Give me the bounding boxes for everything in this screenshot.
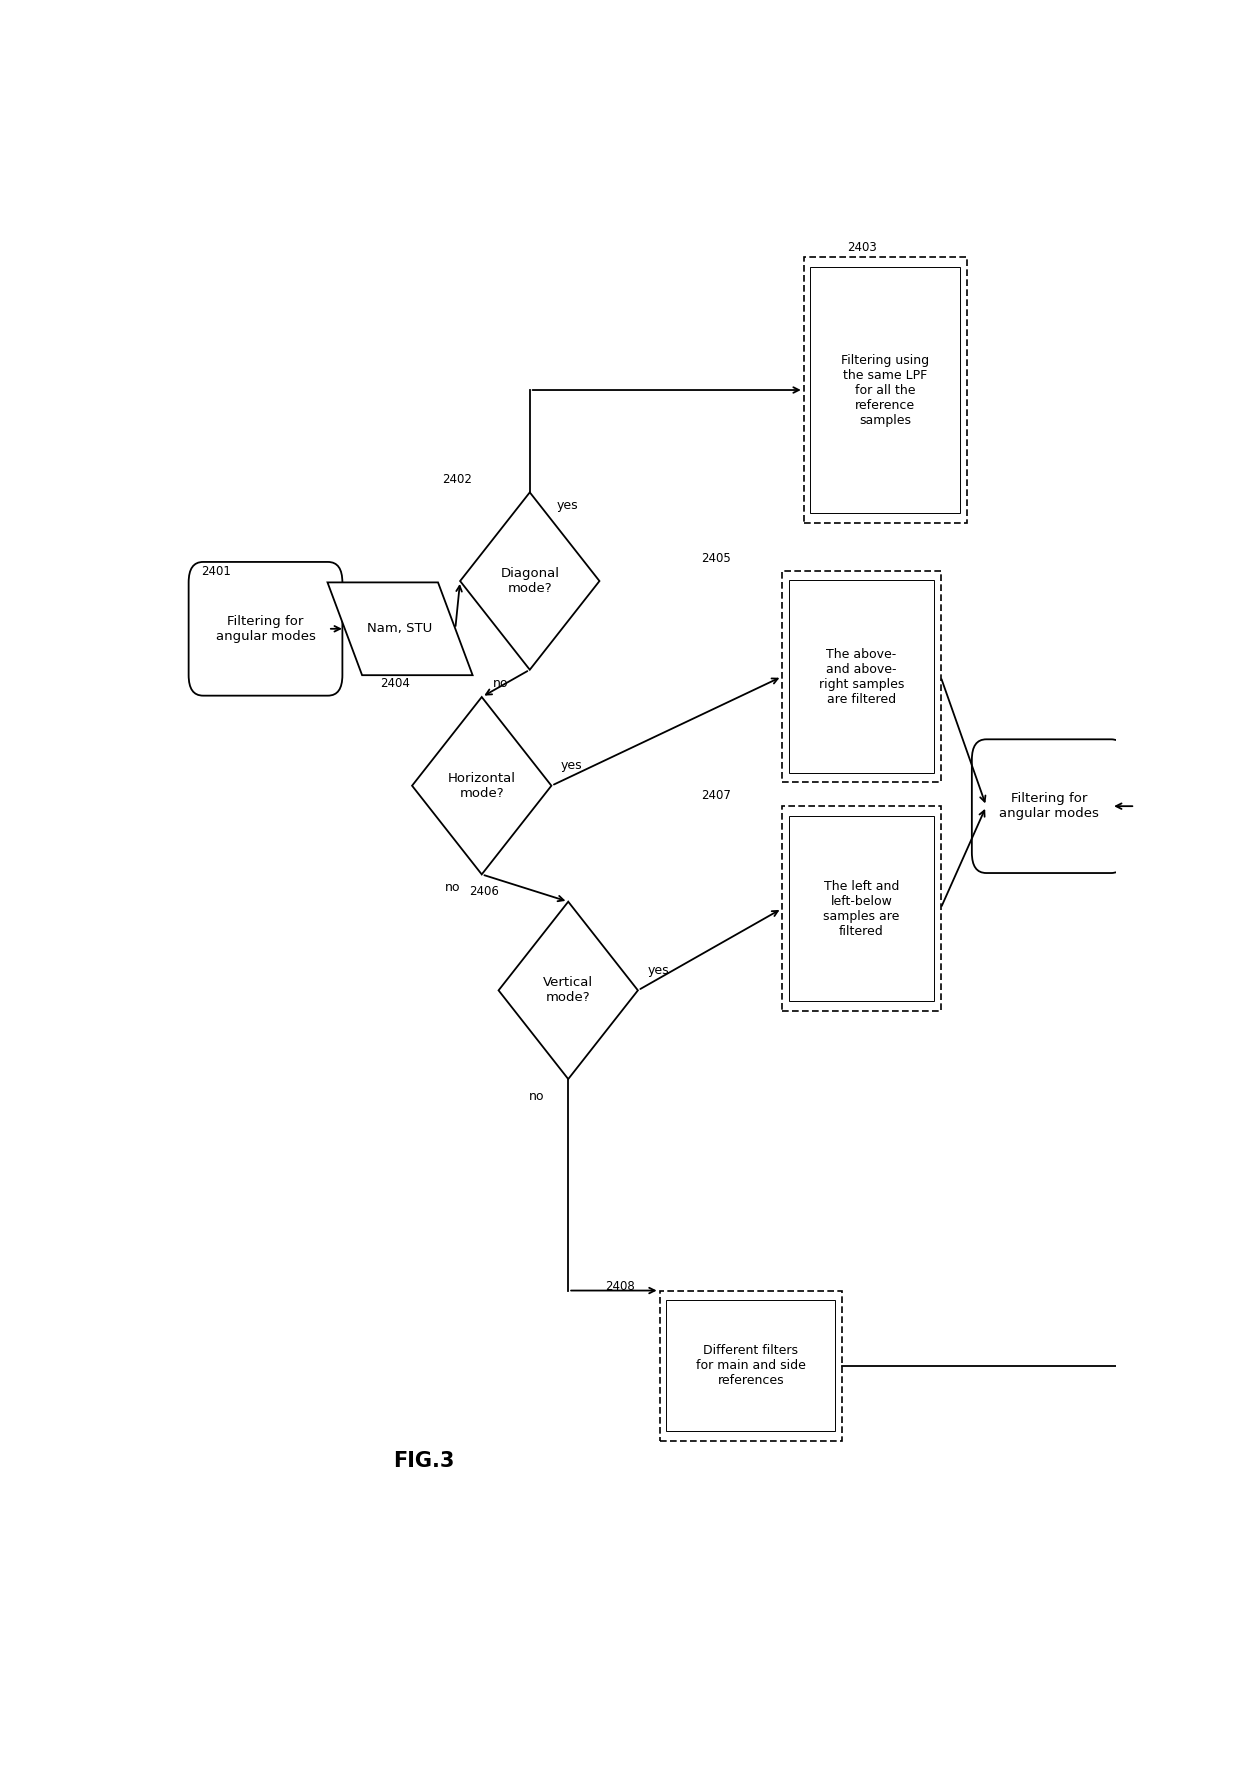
Text: 2407: 2407 [701,789,730,803]
Text: 2404: 2404 [379,677,409,691]
Text: FIG.3: FIG.3 [393,1451,455,1471]
Bar [789,815,934,1001]
Text: Different filters
for main and side
references: Different filters for main and side refe… [696,1345,806,1387]
Bar [660,1290,842,1441]
FancyBboxPatch shape [188,562,342,696]
Text: yes: yes [647,964,670,976]
Text: The above-
and above-
right samples
are filtered: The above- and above- right samples are … [818,647,904,705]
Bar [789,581,934,773]
Bar [666,1301,836,1432]
Bar [782,806,941,1010]
Text: 2405: 2405 [701,551,730,565]
Text: yes: yes [560,758,583,773]
Polygon shape [498,902,637,1079]
Text: 2406: 2406 [469,884,498,898]
Text: no: no [494,677,508,689]
Text: The left and
left-below
samples are
filtered: The left and left-below samples are filt… [823,879,899,937]
Text: Horizontal
mode?: Horizontal mode? [448,771,516,799]
Text: no: no [445,881,461,895]
Bar [782,571,941,781]
Text: Nam, STU: Nam, STU [367,622,433,636]
Text: 2402: 2402 [443,473,472,486]
Polygon shape [327,583,472,675]
Text: 2408: 2408 [605,1279,635,1292]
Text: Filtering using
the same LPF
for all the
reference
samples: Filtering using the same LPF for all the… [841,354,930,427]
Bar [811,266,960,514]
Text: 2401: 2401 [201,565,231,578]
Text: Vertical
mode?: Vertical mode? [543,976,593,1005]
Text: Filtering for
angular modes: Filtering for angular modes [998,792,1099,820]
Polygon shape [460,493,599,670]
Text: no: no [528,1090,544,1102]
Text: yes: yes [557,500,578,512]
Text: Filtering for
angular modes: Filtering for angular modes [216,615,315,643]
Bar [804,257,967,523]
FancyBboxPatch shape [972,739,1126,874]
Polygon shape [412,696,552,874]
Text: 2403: 2403 [847,241,877,253]
Text: Diagonal
mode?: Diagonal mode? [500,567,559,595]
